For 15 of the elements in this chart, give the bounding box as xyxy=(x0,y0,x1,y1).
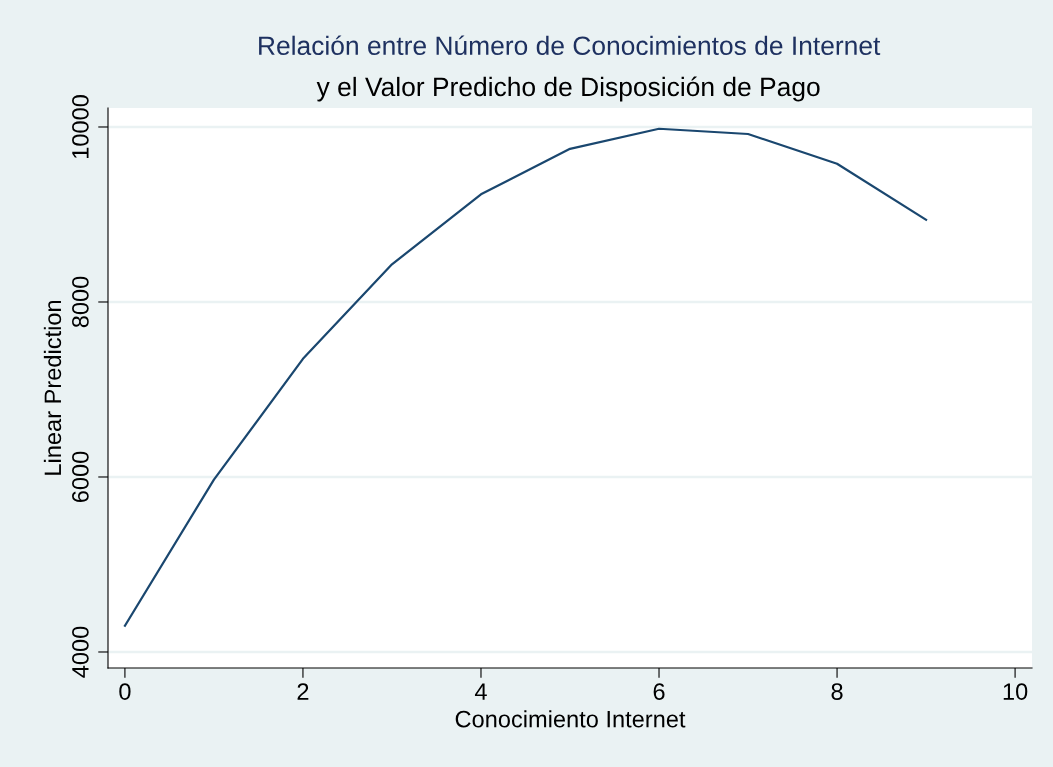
x-tick-label: 2 xyxy=(297,683,309,700)
chart-title: Relación entre Número de Conocimientos de Internet xyxy=(259,35,881,56)
y-tick-label: 8000 xyxy=(72,276,89,328)
y-tick-label: 4000 xyxy=(72,626,89,678)
x-tick-label: 0 xyxy=(119,683,131,700)
y-tick-label: 10000 xyxy=(72,95,89,159)
line-series xyxy=(123,127,928,627)
x-axis-title: Conocimiento Internet xyxy=(455,710,686,728)
y-axis-title: Linear Prediction xyxy=(43,300,62,475)
x-tick-label: 8 xyxy=(831,683,843,700)
x-tick-label: 4 xyxy=(474,683,487,700)
x-tick-label: 10 xyxy=(1003,683,1028,700)
chart-subtitle: y el Valor Predicho de Disposición de Pago xyxy=(316,76,820,102)
y-tick-label: 6000 xyxy=(72,451,89,503)
x-tick-label: 6 xyxy=(653,683,665,700)
